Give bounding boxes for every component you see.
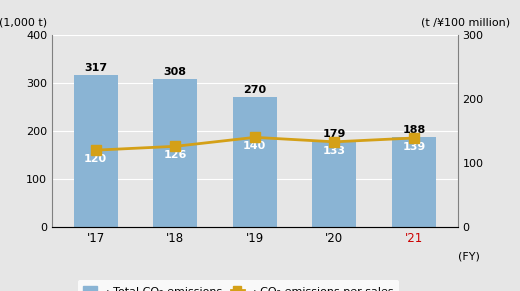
Bar	[74, 75, 118, 227]
Text: 139: 139	[402, 142, 425, 152]
Bar	[233, 97, 277, 227]
Text: (FY): (FY)	[458, 252, 479, 262]
Text: 179: 179	[322, 129, 346, 139]
Text: 270: 270	[243, 86, 266, 95]
Text: 140: 140	[243, 141, 266, 151]
Text: (1,000 t): (1,000 t)	[0, 17, 47, 27]
Bar	[153, 79, 197, 227]
Text: 120: 120	[84, 154, 107, 164]
Text: 308: 308	[164, 67, 187, 77]
Text: 188: 188	[402, 125, 425, 135]
Text: 317: 317	[84, 63, 107, 73]
Text: 133: 133	[323, 146, 346, 156]
Bar	[313, 141, 356, 227]
Bar	[392, 137, 436, 227]
Legend: : Total CO₂ emissions, : CO₂ emissions per sales: : Total CO₂ emissions, : CO₂ emissions p…	[78, 280, 399, 291]
Text: 126: 126	[164, 150, 187, 160]
Text: (t /¥100 million): (t /¥100 million)	[421, 17, 510, 27]
